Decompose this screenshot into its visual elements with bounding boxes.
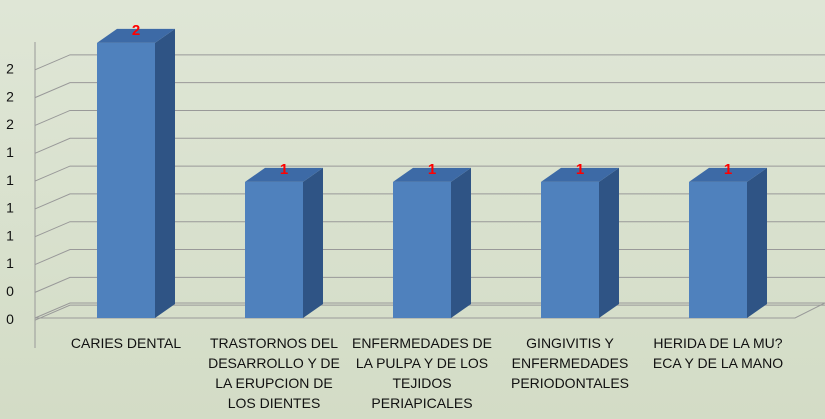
- bar: [689, 167, 767, 318]
- bar-front: [97, 42, 155, 319]
- y-tick-label: 0: [6, 311, 14, 327]
- bar-front: [245, 181, 303, 318]
- y-tick-label: 2: [6, 61, 14, 77]
- x-tick-label: GINGIVITIS Y ENFERMEDADES PERIODONTALES: [511, 335, 629, 391]
- grid-line: [34, 109, 825, 126]
- data-label: 1: [576, 161, 584, 178]
- data-label: 2: [132, 22, 140, 39]
- x-tick-label: ENFERMEDADES DE LA PULPA Y DE LOS TEJIDO…: [351, 335, 493, 411]
- grid-line: [34, 165, 825, 182]
- bar-side: [451, 167, 471, 318]
- y-tick-label: 1: [6, 255, 14, 271]
- bar: [393, 167, 471, 318]
- grid-line: [34, 82, 825, 99]
- y-tick-label: 2: [6, 116, 14, 132]
- bar-side: [303, 167, 323, 318]
- data-label: 1: [280, 161, 288, 178]
- y-tick-label: 1: [6, 172, 14, 188]
- bar-front: [393, 181, 451, 318]
- bar: [97, 28, 175, 319]
- y-tick-label: 1: [6, 200, 14, 216]
- bar: [245, 167, 323, 318]
- bar-side: [155, 28, 175, 319]
- bar-top: [541, 167, 619, 182]
- grid-line: [34, 54, 825, 71]
- data-label: 1: [428, 161, 436, 178]
- y-tick-label: 2: [6, 88, 14, 104]
- bar: [541, 167, 619, 318]
- grid-line: [34, 137, 825, 154]
- x-tick-label: TRASTORNOS DEL DESARROLLO Y DE LA ERUPCI…: [208, 335, 340, 411]
- bar-top: [97, 28, 175, 43]
- bar-top: [245, 167, 323, 182]
- data-label: 1: [724, 161, 732, 178]
- bar-side: [599, 167, 619, 318]
- bar-top: [689, 167, 767, 182]
- y-tick-label: 0: [6, 283, 14, 299]
- bar-front: [689, 181, 747, 318]
- y-tick-label: 1: [6, 144, 14, 160]
- x-tick-label: CARIES DENTAL: [70, 335, 182, 351]
- y-tick-label: 1: [6, 227, 14, 243]
- bar-side: [747, 167, 767, 318]
- bar-top: [393, 167, 471, 182]
- bar-front: [541, 181, 599, 318]
- x-tick-label: HERIDA DE LA MU?ECA Y DE LA MANO: [652, 335, 784, 371]
